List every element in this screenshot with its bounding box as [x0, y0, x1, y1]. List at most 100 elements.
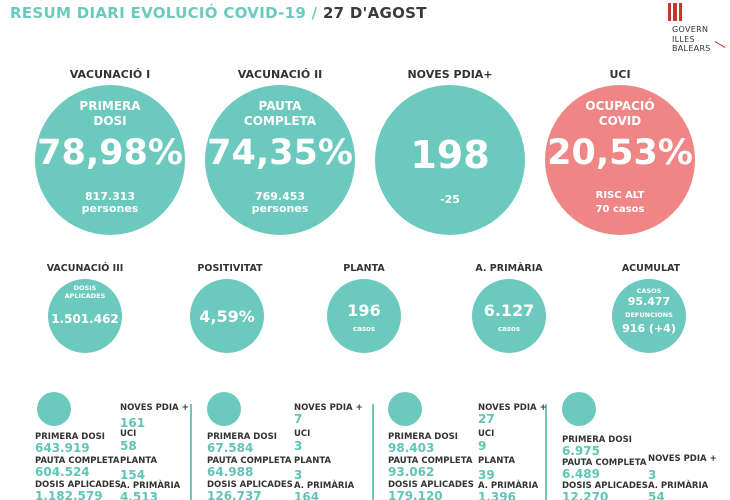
- vacunacio-1-sub2: DOSI: [93, 114, 127, 128]
- mallorca-noves-label: NOVES PDIA +: [120, 403, 189, 413]
- mallorca-icon: [37, 392, 71, 426]
- noves-pdia-title: NOVES PDIA+: [407, 68, 493, 81]
- eivissa-pauta-value: 93.062: [388, 465, 435, 479]
- region-divider: [372, 404, 374, 500]
- eivissa-icon: [388, 392, 422, 426]
- mallorca-planta-label: PLANTA: [120, 456, 158, 466]
- uci-sub2: COVID: [598, 114, 642, 128]
- eivissa-pauta-label: PAUTA COMPLETA: [388, 456, 473, 466]
- menorca-noves-value: 7: [294, 412, 303, 426]
- menorca-pauta-label: PAUTA COMPLETA: [207, 456, 292, 466]
- mallorca-uci-label: UCI: [120, 429, 137, 439]
- positivitat-title: POSITIVITAT: [197, 263, 263, 274]
- formentera-dosis-value: 12.270: [562, 490, 609, 500]
- eivissa-primera-label: PRIMERA DOSI: [388, 432, 458, 442]
- mallorca-primera-label: PRIMERA DOSI: [35, 432, 105, 442]
- eivissa-uci-value: 9: [478, 439, 487, 453]
- formentera-aprim-label: A. PRIMÀRIA: [648, 481, 709, 491]
- vacunacio-2-detail2: persones: [251, 202, 309, 215]
- uci-title: UCI: [609, 68, 631, 81]
- eivissa-aprim-label: A. PRIMÀRIA: [478, 481, 539, 491]
- noves-pdia-circle: 198 -25: [375, 85, 525, 235]
- report-date: 27 D'AGOST: [322, 4, 427, 22]
- uci-circle: OCUPACIÓ COVID 20,53% RISC ALT 70 casos: [545, 85, 695, 235]
- formentera-pauta-value: 6.489: [562, 467, 600, 481]
- mallorca-planta-value: 154: [120, 468, 146, 482]
- acumulat-value-defuncions: 916 (+4): [622, 322, 676, 335]
- mallorca-primera-value: 643.919: [35, 441, 90, 455]
- formentera-noves-value: 3: [648, 468, 657, 482]
- acumulat-label-defuncions: DEFUNCIONS: [625, 311, 673, 319]
- positivitat-value: 4,59%: [199, 307, 255, 326]
- vacunacio-3-sub2: APLICADES: [64, 292, 106, 300]
- uci-value: 20,53%: [547, 133, 693, 173]
- vacunacio-1-detail1: 817.313: [84, 190, 136, 203]
- eivissa-uci-label: UCI: [478, 429, 495, 439]
- positivitat-circle: 4,59%: [190, 279, 264, 353]
- vacunacio-2-circle: PAUTA COMPLETA 74,35% 769.453 persones: [205, 85, 355, 235]
- a-primaria-circle: 6.127 casos: [472, 279, 546, 353]
- eivissa-dosis-value: 179.120: [388, 489, 443, 500]
- eivissa-planta-label: PLANTA: [478, 456, 516, 466]
- region-divider: [190, 404, 192, 500]
- acumulat-circle: CASOS 95.477 DEFUNCIONS 916 (+4): [612, 279, 686, 353]
- mallorca-noves-value: 161: [120, 416, 146, 430]
- menorca-icon: [207, 392, 241, 426]
- a-primaria-detail: casos: [497, 325, 520, 333]
- mallorca-aprim-value: 4.513: [120, 490, 158, 500]
- menorca-pauta-value: 64.988: [207, 465, 254, 479]
- vacunacio-1-circle: PRIMERA DOSI 78,98% 817.313 persones: [35, 85, 185, 235]
- vacunacio-2-title: VACUNACIÓ II: [237, 68, 323, 81]
- vacunacio-1-detail2: persones: [81, 202, 139, 215]
- menorca-primera-value: 67.584: [207, 441, 254, 455]
- noves-pdia-value: 198: [410, 133, 490, 177]
- uci-risk: RISC ALT: [595, 190, 645, 201]
- menorca-dosis-value: 126.737: [207, 489, 262, 500]
- menorca-aprim-label: A. PRIMÀRIA: [294, 481, 355, 491]
- vacunacio-3-title: VACUNACIÓ III: [46, 263, 124, 274]
- page-title: RESUM DIARI EVOLUCIÓ COVID-19 / 27 D'AGO…: [10, 4, 427, 22]
- eivissa-aprim-value: 1.396: [478, 490, 516, 500]
- vacunacio-3-sub1: DOSIS: [73, 284, 97, 292]
- formentera-noves-label: NOVES PDIA +: [648, 454, 717, 464]
- vacunacio-3-circle: DOSIS APLICADES 1.501.462: [48, 279, 122, 353]
- menorca-uci-label: UCI: [294, 429, 311, 439]
- vacunacio-1-sub1: PRIMERA: [79, 99, 141, 113]
- menorca-noves-label: NOVES PDIA +: [294, 403, 363, 413]
- coat-of-arms-icon: [668, 3, 682, 21]
- eivissa-noves-label: NOVES PDIA +: [478, 403, 547, 413]
- mallorca-pauta-value: 604.524: [35, 465, 90, 479]
- logo-slash: [714, 41, 726, 49]
- menorca-dosis-label: DOSIS APLICADES: [207, 480, 293, 490]
- report-title: RESUM DIARI EVOLUCIÓ COVID-19 /: [10, 4, 323, 22]
- region-divider: [545, 404, 547, 500]
- uci-sub1: OCUPACIÓ: [585, 99, 655, 113]
- formentera-pauta-label: PAUTA COMPLETA: [562, 458, 647, 468]
- formentera-primera-label: PRIMERA DOSI: [562, 435, 632, 445]
- planta-circle: 196 casos: [327, 279, 401, 353]
- acumulat-value-casos: 95.477: [627, 295, 671, 308]
- vacunacio-3-value: 1.501.462: [51, 312, 119, 326]
- mallorca-aprim-label: A. PRIMÀRIA: [120, 481, 181, 491]
- uci-cases: 70 casos: [595, 204, 645, 215]
- eivissa-planta-value: 39: [478, 468, 495, 482]
- eivissa-primera-value: 98.403: [388, 441, 435, 455]
- a-primaria-value: 6.127: [483, 301, 535, 320]
- mallorca-uci-value: 58: [120, 439, 137, 453]
- vacunacio-2-detail1: 769.453: [254, 190, 306, 203]
- acumulat-label-casos: CASOS: [636, 287, 662, 295]
- menorca-uci-value: 3: [294, 439, 303, 453]
- mallorca-pauta-label: PAUTA COMPLETA: [35, 456, 120, 466]
- formentera-primera-value: 6.975: [562, 444, 600, 458]
- vacunacio-2-value: 74,35%: [207, 133, 353, 173]
- menorca-planta-label: PLANTA: [294, 456, 332, 466]
- eivissa-dosis-label: DOSIS APLICADES: [388, 480, 474, 490]
- mallorca-dosis-value: 1.182.579: [35, 489, 103, 500]
- formentera-dosis-label: DOSIS APLICADES: [562, 481, 648, 491]
- a-primaria-title: A. PRIMÀRIA: [475, 263, 543, 274]
- noves-pdia-change: -25: [440, 193, 460, 206]
- acumulat-title: ACUMULAT: [621, 263, 681, 274]
- planta-detail: casos: [352, 325, 375, 333]
- vacunacio-2-sub1: PAUTA: [258, 99, 302, 113]
- vacunacio-1-value: 78,98%: [37, 133, 183, 173]
